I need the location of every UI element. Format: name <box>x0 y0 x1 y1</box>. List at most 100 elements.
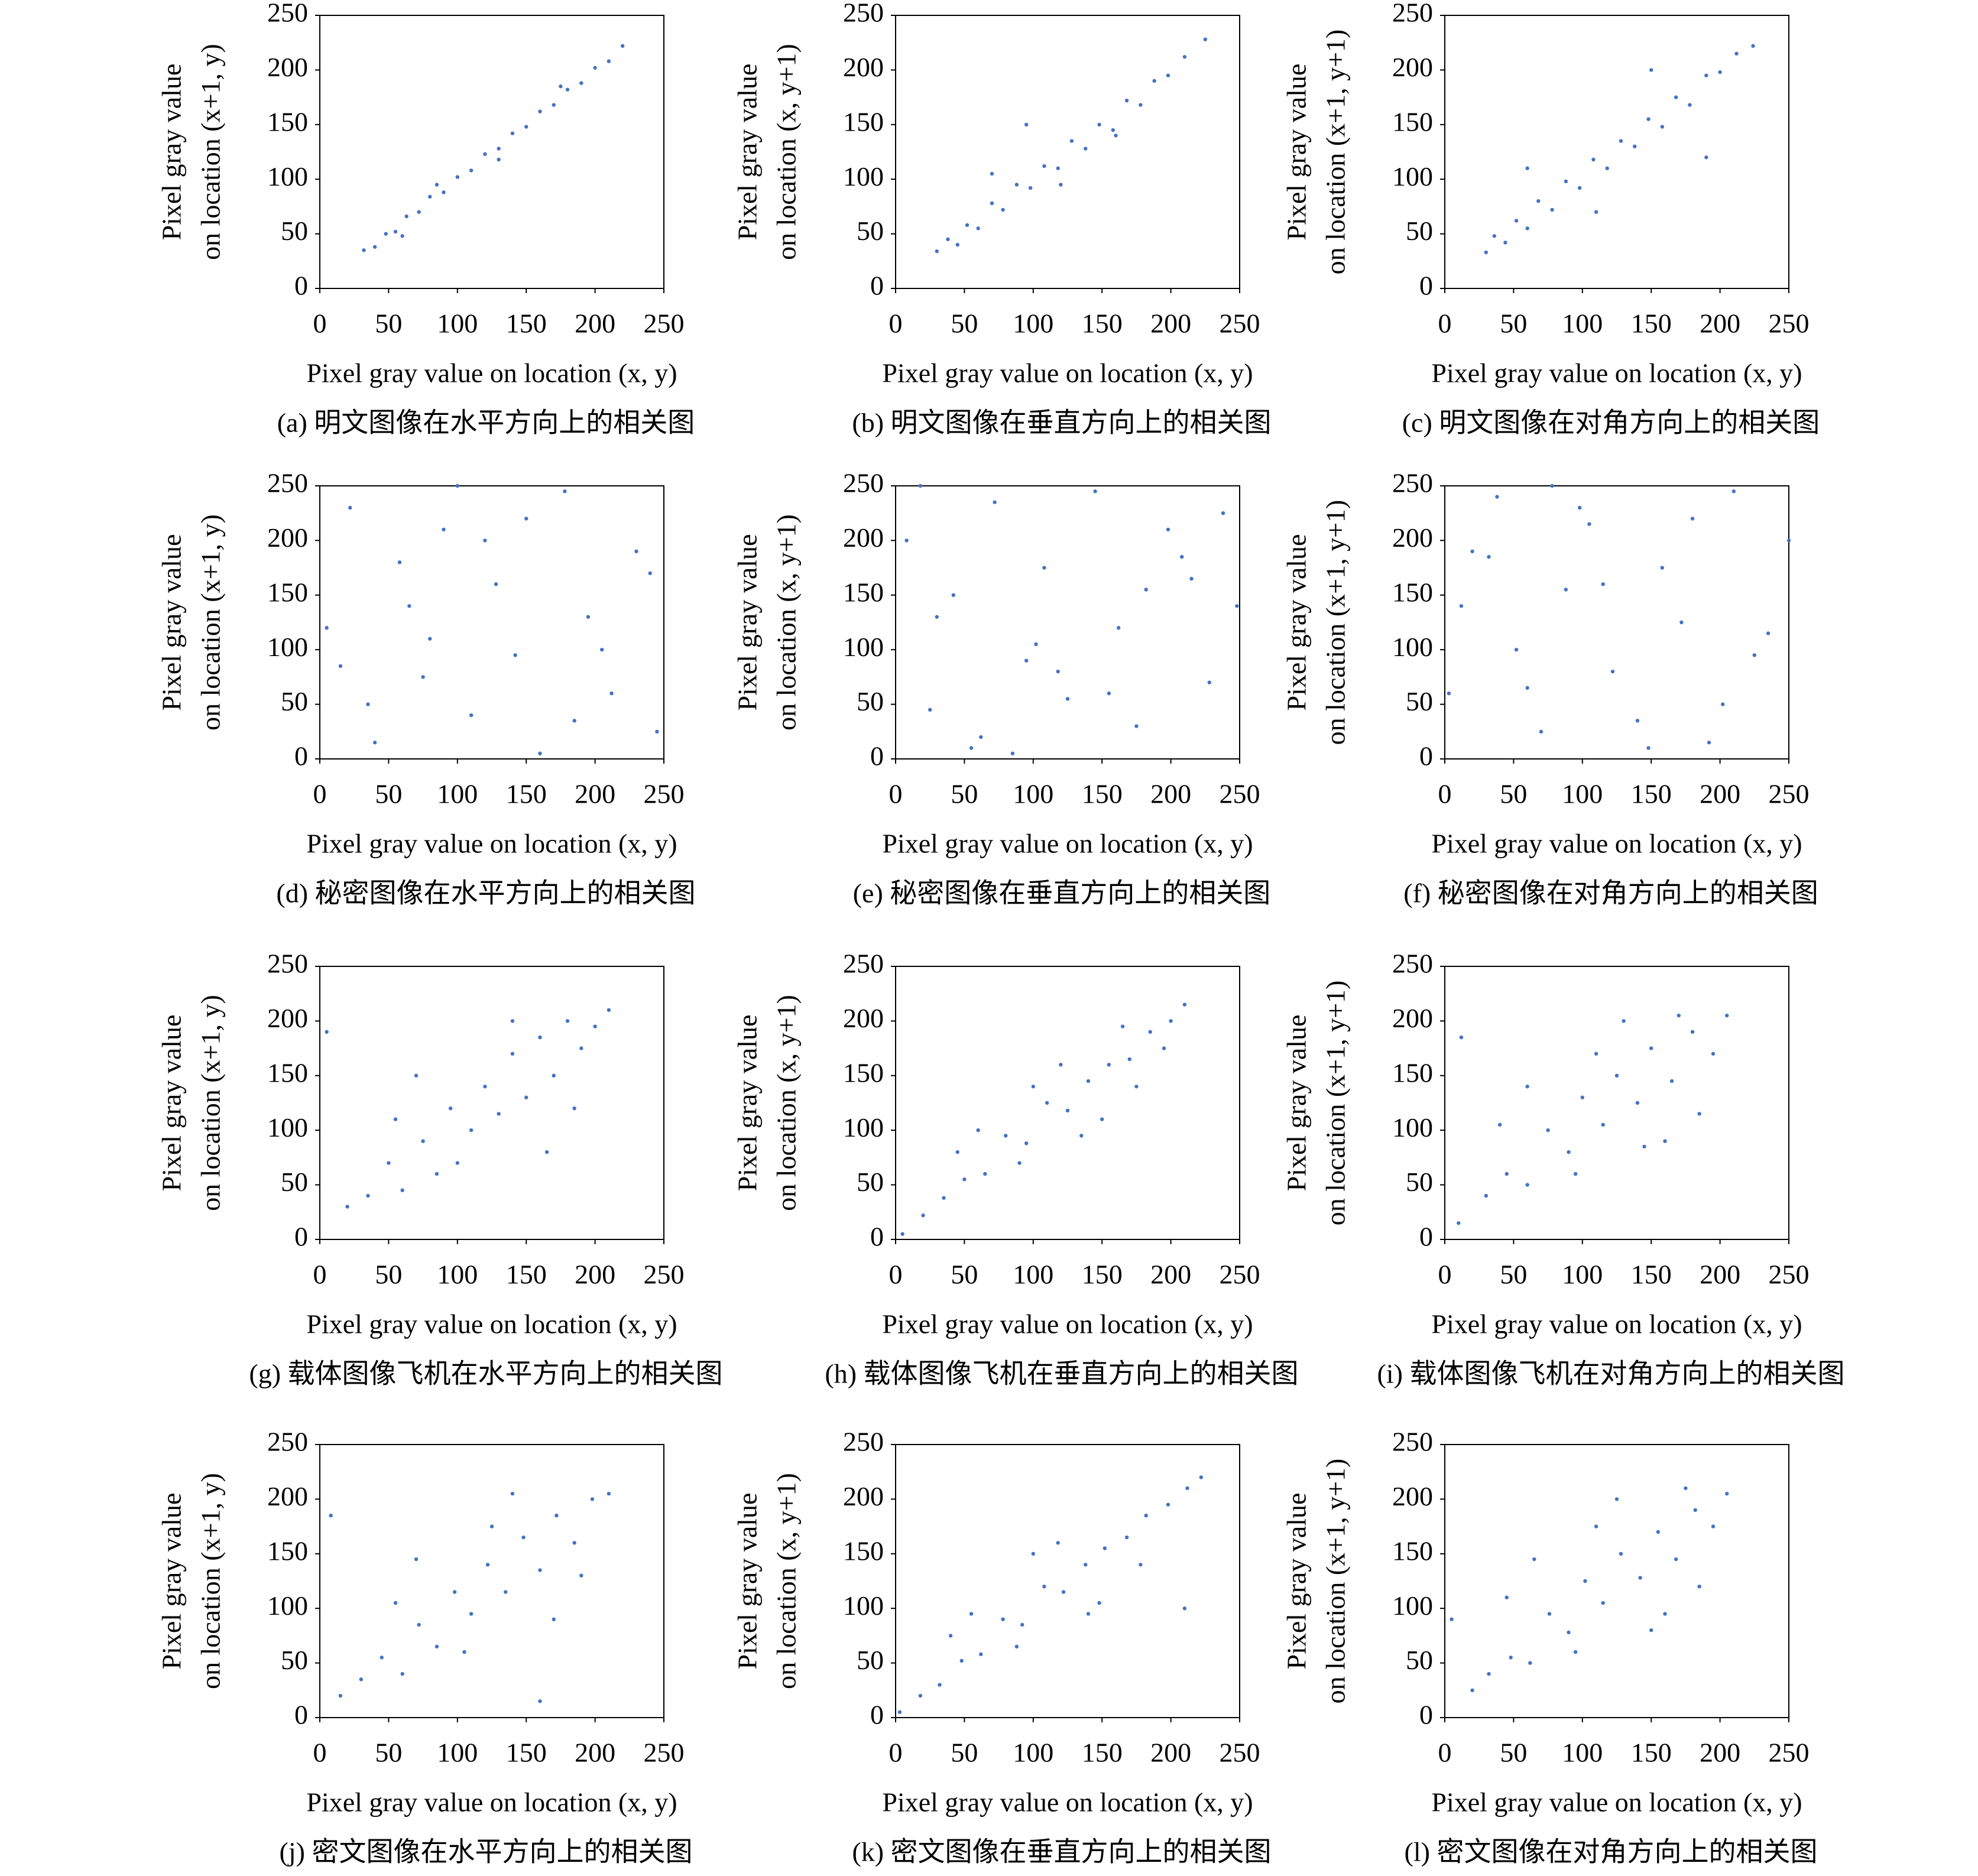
y-tick-label: 250 <box>267 468 308 498</box>
x-tick-label: 200 <box>1150 309 1191 339</box>
point <box>1185 1486 1189 1491</box>
x-tick-label: 50 <box>375 309 402 339</box>
point <box>904 538 909 543</box>
point <box>1525 166 1529 170</box>
y-tick-label: 50 <box>857 216 884 246</box>
point <box>655 729 659 734</box>
point <box>1144 588 1148 592</box>
point <box>1207 680 1211 684</box>
point <box>513 653 517 657</box>
point <box>455 1161 459 1165</box>
point <box>1509 1656 1513 1660</box>
x-axis-label: Pixel gray value on location (x, y) <box>882 1787 1253 1817</box>
point <box>452 1590 457 1594</box>
point <box>1470 549 1474 554</box>
y-axis-label: Pixel gray value <box>1282 534 1312 711</box>
point <box>1638 1576 1642 1580</box>
y-tick-label: 200 <box>267 1003 308 1033</box>
y-tick-label: 150 <box>843 1536 884 1566</box>
x-tick-label: 250 <box>644 309 685 339</box>
y-tick-label: 0 <box>1419 741 1433 771</box>
point <box>572 1541 576 1545</box>
y-tick-label: 0 <box>870 1222 884 1252</box>
point <box>1484 1193 1489 1198</box>
point <box>380 1656 384 1660</box>
y-tick-label: 100 <box>843 1112 884 1143</box>
y-tick-label: 200 <box>843 52 884 82</box>
point <box>918 1693 923 1698</box>
point <box>1116 626 1121 630</box>
point <box>338 664 343 668</box>
x-tick-label: 200 <box>1150 779 1191 809</box>
point <box>1166 1502 1170 1507</box>
point <box>442 190 446 194</box>
point <box>1182 55 1187 59</box>
point <box>1677 1013 1681 1018</box>
point <box>485 1563 490 1567</box>
point <box>1711 1051 1716 1056</box>
point <box>455 175 459 179</box>
point <box>1633 144 1637 148</box>
point <box>1487 1671 1491 1676</box>
point <box>552 1617 556 1621</box>
point <box>1124 98 1129 103</box>
point <box>572 719 576 723</box>
point <box>563 489 567 494</box>
point <box>404 214 408 219</box>
x-tick-label: 150 <box>506 779 547 809</box>
point <box>1704 73 1708 77</box>
x-tick-label: 100 <box>1562 309 1603 339</box>
point <box>1024 122 1029 126</box>
y-axis-label: on location (x, y+1) <box>771 995 802 1211</box>
point <box>1042 1585 1046 1589</box>
point <box>1084 147 1088 151</box>
point <box>325 1030 329 1034</box>
plot-frame <box>895 966 1240 1240</box>
point <box>1525 1183 1529 1187</box>
point <box>421 1139 425 1143</box>
point <box>455 483 459 488</box>
point <box>1014 183 1019 187</box>
point <box>1583 1579 1587 1583</box>
point <box>928 707 932 712</box>
x-tick-label: 150 <box>1082 309 1123 339</box>
x-tick-label: 250 <box>1769 1738 1810 1768</box>
x-tick-label: 0 <box>313 309 327 339</box>
x-tick-label: 100 <box>1562 779 1603 809</box>
point <box>1221 511 1225 515</box>
point <box>593 66 597 70</box>
y-axis-label: Pixel gray value <box>732 1493 763 1670</box>
point <box>1069 139 1074 143</box>
y-tick-label: 200 <box>1392 1003 1433 1033</box>
point <box>1573 1650 1578 1654</box>
y-tick-label: 150 <box>267 1057 308 1088</box>
point <box>1034 642 1038 647</box>
point <box>959 1658 964 1663</box>
point <box>483 1085 487 1089</box>
x-axis-label: Pixel gray value on location (x, y) <box>306 829 677 859</box>
point <box>421 675 425 679</box>
point <box>942 1196 946 1200</box>
x-axis-label: Pixel gray value on location (x, y) <box>1431 829 1802 859</box>
point <box>1020 1622 1024 1627</box>
point <box>372 741 377 745</box>
point <box>586 615 591 619</box>
caption: (h) 载体图像飞机在垂直方向上的相关图 <box>825 1359 1298 1389</box>
point <box>1028 186 1033 190</box>
point <box>935 615 939 619</box>
point <box>979 1652 983 1657</box>
x-tick-label: 250 <box>1769 1260 1810 1290</box>
point <box>434 183 439 187</box>
plot-frame <box>319 485 664 760</box>
x-tick-label: 150 <box>1631 1260 1672 1290</box>
point <box>1646 746 1651 750</box>
point <box>1503 241 1507 245</box>
point <box>1580 1095 1584 1099</box>
y-tick-label: 250 <box>1392 949 1433 979</box>
point <box>1649 1628 1653 1632</box>
point <box>510 1019 515 1023</box>
y-tick-label: 100 <box>843 1591 884 1621</box>
point <box>1497 1122 1502 1127</box>
point <box>538 1699 542 1703</box>
point <box>565 1019 570 1023</box>
